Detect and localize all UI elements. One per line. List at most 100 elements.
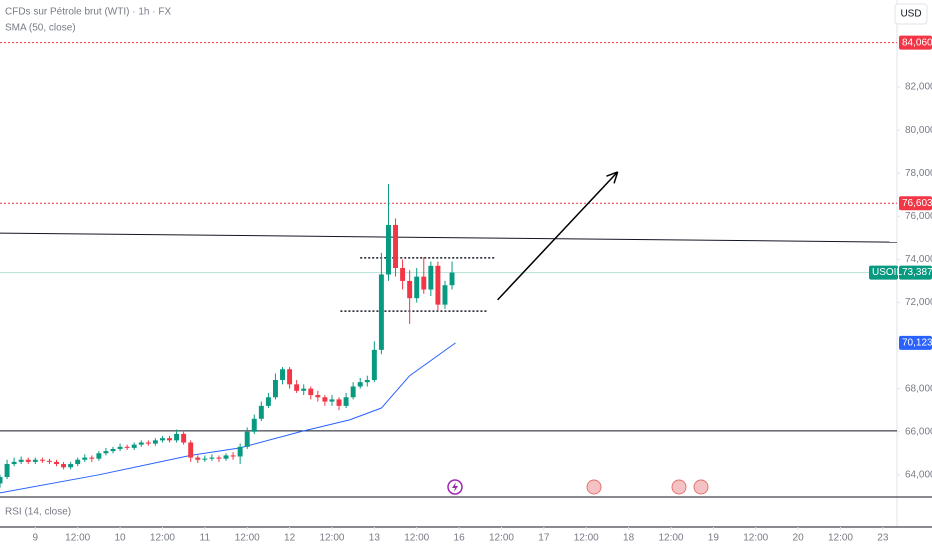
candle-body	[117, 446, 123, 449]
candle-body	[350, 386, 356, 398]
candle-body	[329, 399, 335, 402]
candle-body	[0, 476, 3, 484]
event-icons	[447, 479, 709, 495]
x-tick-label: 12:00	[574, 533, 599, 544]
candle-body	[4, 464, 10, 477]
x-tick-label: 9	[33, 533, 39, 544]
candle-body	[167, 438, 172, 441]
x-tick-label: 23	[877, 533, 889, 544]
candle-body	[159, 438, 165, 441]
candle-body	[223, 455, 229, 459]
y-tick-label: 72,000	[905, 297, 932, 308]
candle-body	[75, 459, 81, 465]
candle-body	[272, 380, 278, 398]
candle-body	[315, 395, 321, 398]
candle-body	[188, 442, 194, 458]
candle-body	[301, 388, 307, 391]
event-icon[interactable]	[693, 479, 709, 495]
x-tick-label: 18	[623, 533, 635, 544]
candle-body	[371, 349, 377, 381]
candle-body	[294, 384, 300, 391]
candle-body	[152, 440, 158, 444]
candle-body	[308, 388, 314, 396]
currency-button[interactable]	[894, 3, 928, 25]
candle-body	[39, 459, 45, 461]
x-tick-label: 13	[369, 533, 381, 544]
candle-body	[216, 457, 222, 459]
price-label-box	[899, 35, 932, 50]
candle-body	[46, 460, 52, 462]
candle-body	[181, 433, 187, 443]
candle-body	[244, 431, 250, 447]
x-tick-label: 11	[200, 533, 211, 544]
candle-body	[407, 280, 413, 299]
candle-body	[428, 265, 434, 290]
candle-body	[68, 464, 74, 468]
event-icon[interactable]	[671, 479, 687, 495]
candle-body	[138, 442, 144, 445]
trend-line	[0, 232, 898, 243]
candle-body	[131, 444, 137, 448]
candle-body	[449, 272, 455, 286]
x-tick-label: 12:00	[658, 533, 683, 544]
y-tick-label: 64,000	[905, 469, 932, 480]
x-tick-label: 12:00	[319, 533, 344, 544]
candle-body	[82, 457, 88, 460]
sma-line	[0, 342, 456, 494]
candle-body	[209, 457, 215, 459]
candle-body	[18, 459, 24, 462]
candle-body	[364, 380, 370, 383]
candle-body	[174, 433, 180, 441]
lower-pane-label: RSI (14, close)	[5, 507, 71, 518]
arrow-line	[497, 171, 619, 301]
candle-body	[54, 461, 59, 465]
x-tick-label: 12:00	[743, 533, 768, 544]
candle-body	[202, 458, 208, 460]
x-tick-label: 12:00	[235, 533, 260, 544]
x-tick-label: 12:00	[489, 533, 514, 544]
event-icon[interactable]	[586, 479, 602, 495]
candle-body	[145, 442, 151, 444]
price-label-box	[899, 196, 932, 211]
candle-body	[435, 265, 441, 305]
candle-body	[25, 459, 31, 462]
y-tick-label: 78,000	[905, 168, 932, 179]
price-label-box	[899, 265, 932, 280]
x-tick-label: 19	[708, 533, 720, 544]
candle-body	[287, 369, 293, 385]
candle-body	[195, 457, 201, 460]
candle-body	[400, 267, 406, 281]
candle-body	[124, 446, 130, 448]
candle-body	[393, 224, 398, 268]
candle-body	[280, 369, 285, 381]
candle-body	[336, 399, 342, 406]
x-tick-label: 12:00	[150, 533, 175, 544]
price-label: 70,123	[902, 338, 932, 349]
candle-body	[357, 382, 363, 387]
x-tick-label: 16	[454, 533, 466, 544]
candle-body	[322, 397, 328, 402]
symbol-label-box	[869, 265, 898, 280]
candle-body	[414, 276, 420, 299]
candle-body	[11, 461, 17, 465]
event-icon-bolt	[452, 482, 458, 492]
y-tick-label: 80,000	[905, 125, 932, 136]
x-tick-label: 12:00	[828, 533, 853, 544]
candle-body	[96, 453, 102, 459]
x-tick-label: 20	[793, 533, 805, 544]
price-label: 84,060	[902, 37, 932, 48]
candle-body	[421, 276, 427, 290]
y-tick-label: 68,000	[905, 383, 932, 394]
y-tick-label: 66,000	[905, 426, 932, 437]
candle-body	[265, 397, 271, 406]
x-tick-label: 10	[115, 533, 127, 544]
price-label-box	[899, 335, 932, 350]
candle-body	[103, 451, 109, 454]
symbol-label: USOIL	[872, 267, 902, 278]
x-tick-label: 17	[538, 533, 550, 544]
currency[interactable]: USD	[900, 9, 921, 20]
candle-body	[61, 464, 67, 468]
candle-body	[237, 446, 243, 457]
